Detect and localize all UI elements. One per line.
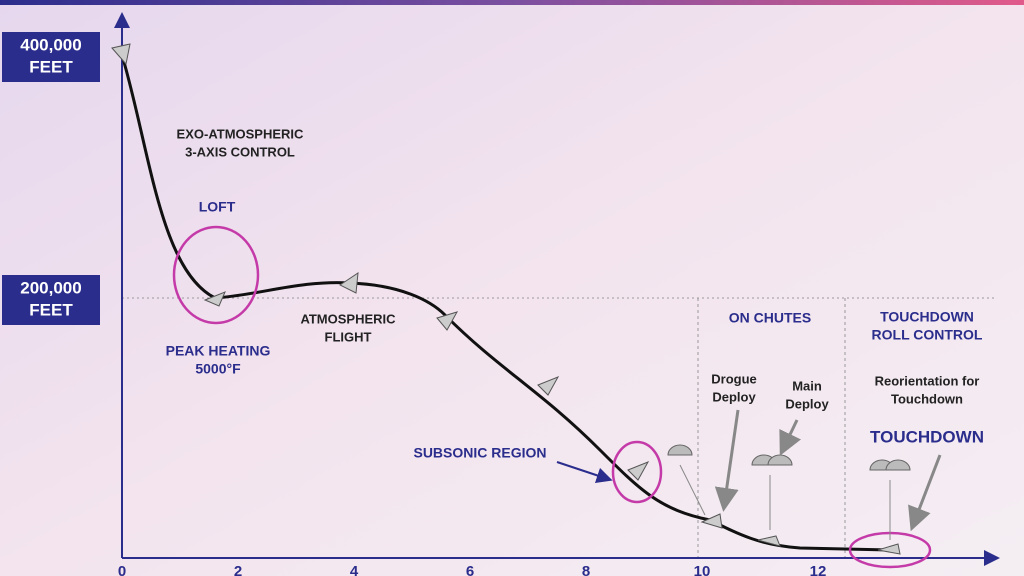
annotation: LOFT bbox=[199, 199, 236, 215]
annotation: TOUCHDOWN bbox=[880, 309, 974, 325]
x-tick-label: 4 bbox=[350, 563, 359, 576]
annotation: ROLL CONTROL bbox=[872, 327, 983, 343]
annotation: Deploy bbox=[712, 389, 756, 404]
y-label: 200,000 bbox=[20, 278, 81, 297]
y-label-box bbox=[2, 275, 100, 325]
annotation: ATMOSPHERIC bbox=[300, 311, 396, 326]
top-bar bbox=[0, 0, 1024, 5]
annotation: EXO-ATMOSPHERIC bbox=[177, 126, 304, 141]
x-tick-label: 10 bbox=[694, 563, 711, 576]
arrows bbox=[714, 409, 942, 532]
annotation: Reorientation for bbox=[875, 373, 980, 388]
annotation: ON CHUTES bbox=[729, 310, 811, 326]
annotation: Main bbox=[792, 378, 822, 393]
trajectory bbox=[120, 54, 891, 552]
arrow bbox=[556, 461, 613, 484]
annotation: 3-AXIS CONTROL bbox=[185, 144, 295, 159]
annotation: Drogue bbox=[711, 371, 757, 386]
y-label: FEET bbox=[29, 300, 73, 319]
annotation: PEAK HEATING bbox=[166, 343, 271, 359]
annotation: Touchdown bbox=[891, 391, 963, 406]
x-tick-label: 0 bbox=[118, 563, 126, 576]
y-label: 400,000 bbox=[20, 35, 81, 54]
annotation: 5000°F bbox=[195, 361, 241, 377]
x-tick-label: 6 bbox=[466, 563, 474, 576]
y-label-box bbox=[2, 32, 100, 82]
annotation: SUBSONIC REGION bbox=[413, 445, 546, 461]
x-tick-label: 8 bbox=[582, 563, 590, 576]
annotation: TOUCHDOWN bbox=[870, 427, 984, 446]
x-tick-label: 2 bbox=[234, 563, 242, 576]
annotation: FLIGHT bbox=[325, 329, 372, 344]
x-tick-label: 12 bbox=[810, 563, 827, 576]
capsules bbox=[111, 43, 901, 555]
y-label: FEET bbox=[29, 57, 73, 76]
annotation: Deploy bbox=[785, 396, 829, 411]
parachutes bbox=[667, 444, 911, 540]
